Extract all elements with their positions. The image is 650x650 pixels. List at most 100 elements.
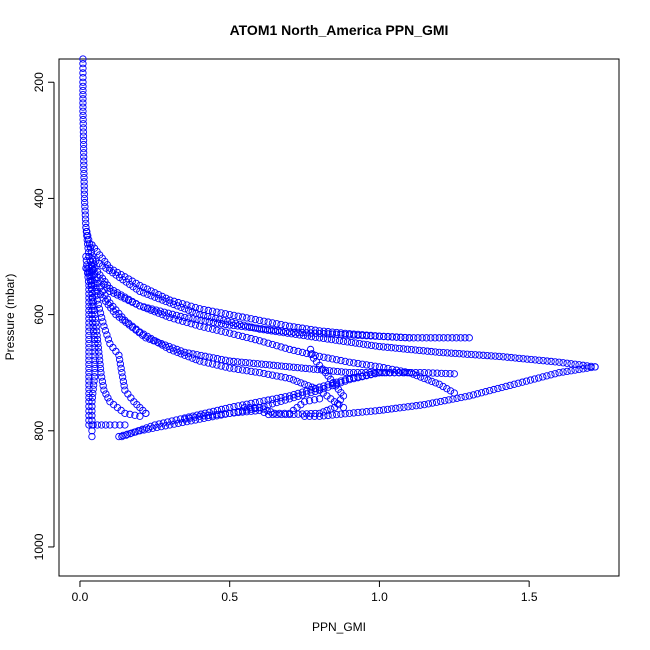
- data-point: [539, 357, 547, 365]
- x-axis-label: PPN_GMI: [312, 620, 366, 634]
- data-point: [117, 364, 125, 372]
- data-point: [367, 407, 375, 415]
- data-point: [305, 365, 314, 373]
- data-point: [253, 360, 262, 368]
- data-point: [514, 379, 522, 387]
- data-point: [483, 351, 491, 360]
- data-point: [79, 128, 88, 136]
- data-point: [84, 236, 93, 244]
- data-point: [121, 293, 129, 301]
- data-point: [177, 350, 185, 358]
- data-point: [230, 330, 238, 338]
- data-point: [172, 416, 180, 424]
- data-point: [196, 310, 204, 319]
- data-point: [88, 306, 96, 315]
- data-point: [495, 352, 503, 361]
- data-point: [79, 140, 88, 149]
- data-point: [375, 406, 384, 415]
- data-point: [515, 354, 523, 363]
- data-point: [371, 369, 379, 378]
- data-point: [234, 365, 242, 374]
- data-point: [106, 284, 114, 293]
- data-point: [244, 322, 252, 330]
- data-point: [527, 355, 535, 364]
- data-point: [255, 403, 264, 412]
- data-point: [234, 312, 242, 320]
- data-point: [571, 360, 579, 368]
- data-point: [379, 406, 388, 414]
- data-point: [217, 327, 225, 335]
- data-point: [319, 408, 327, 416]
- data-point: [91, 360, 99, 369]
- data-point: [173, 302, 181, 310]
- data-point: [283, 329, 292, 337]
- data-point: [405, 334, 414, 342]
- data-point: [169, 347, 178, 355]
- data-point: [294, 323, 302, 332]
- data-point: [111, 421, 119, 429]
- data-point: [88, 402, 96, 411]
- data-point: [315, 409, 324, 417]
- data-point: [397, 333, 405, 341]
- data-point: [290, 346, 298, 355]
- data-point: [89, 385, 97, 393]
- data-point: [285, 374, 294, 383]
- data-point: [345, 409, 354, 417]
- data-point: [469, 391, 478, 399]
- data-point: [327, 335, 336, 344]
- data-point: [448, 334, 456, 342]
- data-point: [181, 313, 189, 322]
- data-point: [350, 330, 358, 338]
- data-point: [293, 377, 301, 386]
- data-point: [311, 387, 319, 396]
- data-point: [147, 334, 155, 343]
- data-point: [212, 314, 220, 323]
- data-point: [405, 369, 414, 377]
- x-tick-label: 1.0: [371, 590, 388, 604]
- data-point: [547, 371, 555, 379]
- y-tick-label: 800: [32, 420, 46, 440]
- data-point: [139, 330, 148, 338]
- data-point: [81, 211, 89, 219]
- data-point: [281, 393, 289, 401]
- data-point: [277, 343, 285, 351]
- data-point: [422, 334, 431, 342]
- data-point: [362, 331, 371, 339]
- data-point: [177, 312, 185, 321]
- data-point: [257, 360, 266, 368]
- data-point: [88, 277, 96, 285]
- data-point: [273, 320, 281, 328]
- data-point: [197, 351, 205, 360]
- data-point: [279, 328, 288, 337]
- data-point: [354, 330, 362, 339]
- data-point: [213, 410, 221, 419]
- data-point: [465, 392, 473, 400]
- data-point: [447, 349, 455, 357]
- data-point: [91, 352, 99, 360]
- data-point: [174, 316, 183, 324]
- data-point: [400, 403, 408, 411]
- data-point: [80, 153, 88, 161]
- data-point: [79, 115, 87, 124]
- data-point: [126, 430, 134, 438]
- data-point: [289, 376, 297, 384]
- data-point: [154, 339, 163, 347]
- data-point: [209, 318, 218, 326]
- data-point: [443, 349, 451, 357]
- data-point: [399, 345, 408, 353]
- data-point: [358, 331, 366, 339]
- data-point: [85, 327, 93, 335]
- data-point: [158, 310, 166, 319]
- data-point: [375, 332, 384, 340]
- data-point: [121, 409, 129, 417]
- data-point: [170, 315, 178, 323]
- data-point: [327, 405, 335, 413]
- data-point: [415, 346, 424, 355]
- data-point: [139, 289, 148, 297]
- data-point: [311, 384, 319, 393]
- data-point: [341, 368, 350, 376]
- data-point: [280, 409, 289, 417]
- data-point: [307, 388, 315, 397]
- data-point: [300, 380, 309, 388]
- data-point: [531, 356, 539, 364]
